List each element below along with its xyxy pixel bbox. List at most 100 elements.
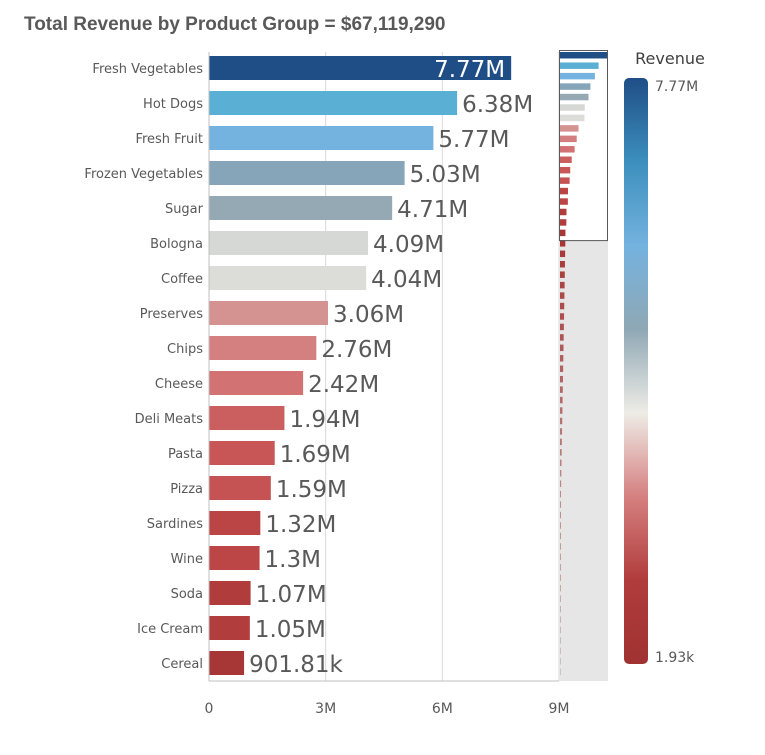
minimap-bar [560, 146, 575, 153]
data-label: 1.94M [289, 407, 360, 433]
data-label: 4.71M [397, 197, 468, 223]
minimap-bar [560, 595, 561, 602]
minimap-bar [560, 93, 589, 101]
minimap-bar [560, 52, 607, 59]
bar[interactable] [209, 266, 367, 290]
minimap-bar [560, 156, 572, 163]
minimap-bar [560, 323, 564, 331]
bar[interactable] [209, 126, 434, 150]
color-legend: Revenue 7.77M 1.93k [624, 49, 705, 666]
scroll-minimap[interactable] [559, 50, 608, 681]
category-label: Ice Cream [137, 622, 203, 637]
category-label: Wine [171, 552, 203, 567]
bar[interactable] [209, 441, 275, 465]
bar[interactable] [209, 546, 260, 570]
bar[interactable] [209, 231, 369, 255]
minimap-bar [560, 334, 564, 341]
data-label: 1.59M [276, 477, 347, 503]
data-label: 2.76M [321, 337, 392, 363]
x-axis: 0 3M 6M 9M [205, 52, 570, 717]
data-label: 4.09M [373, 232, 444, 258]
minimap-bar [560, 522, 561, 529]
minimap-bar [560, 605, 561, 613]
bar[interactable] [209, 336, 317, 360]
minimap-bar [560, 292, 565, 299]
minimap-bar [560, 208, 567, 216]
bar[interactable] [209, 476, 271, 500]
minimap-bar [560, 240, 566, 247]
category-label: Preserves [140, 307, 203, 322]
minimap-bar [560, 271, 565, 278]
minimap-bar [560, 438, 562, 446]
bar[interactable] [209, 301, 328, 325]
bar[interactable] [209, 161, 405, 185]
category-label: Frozen Vegetables [84, 167, 203, 182]
category-label: Soda [171, 587, 203, 602]
minimap-bar [560, 637, 561, 644]
category-label: Hot Dogs [143, 97, 203, 112]
category-labels: Fresh Vegetables Hot Dogs Fresh Fruit Froze… [84, 62, 203, 672]
minimap-bar [560, 490, 561, 498]
minimap-bar [560, 250, 566, 258]
minimap-bar [560, 428, 563, 435]
data-label: 1.32M [265, 512, 336, 538]
data-label: 1.3M [265, 547, 321, 573]
category-label: Sugar [165, 202, 204, 217]
data-label: 5.03M [410, 162, 481, 188]
chart-title: Total Revenue by Product Group = $67,119… [24, 14, 446, 35]
minimap-bar [560, 574, 561, 581]
minimap-bar [560, 386, 563, 393]
bar[interactable] [209, 511, 261, 535]
category-label: Fresh Fruit [135, 132, 203, 147]
minimap-viewport[interactable] [559, 50, 608, 241]
data-label: 1.05M [255, 617, 326, 643]
minimap-bar [560, 261, 565, 268]
category-label: Pasta [168, 447, 203, 462]
minimap-bar [560, 135, 577, 143]
data-label: 5.77M [438, 127, 509, 153]
x-tick-label: 0 [205, 701, 214, 717]
minimap-bar [560, 407, 563, 414]
minimap-bar [560, 396, 563, 404]
minimap-bar [560, 584, 561, 592]
category-label: Deli Meats [135, 412, 204, 427]
bar[interactable] [209, 91, 458, 115]
x-tick-label: 3M [315, 701, 336, 717]
minimap-bar [560, 501, 561, 508]
minimap-bar [560, 114, 585, 122]
category-label: Sardines [147, 517, 203, 532]
minimap-bar [560, 459, 562, 467]
category-label: Coffee [161, 272, 203, 287]
minimap-bar [560, 62, 599, 69]
minimap-bar [560, 658, 561, 665]
minimap-bar [560, 302, 565, 310]
bar[interactable] [209, 371, 304, 395]
category-label: Fresh Vegetables [92, 62, 203, 77]
category-label: Bologna [150, 237, 203, 252]
legend-title: Revenue [635, 49, 705, 68]
data-label: 3.06M [333, 302, 404, 328]
minimap-bar [560, 564, 561, 571]
data-label: 901.81k [249, 652, 343, 678]
data-label: 2.42M [308, 372, 379, 398]
minimap-bar [560, 470, 562, 477]
minimap-viewport-border [559, 50, 608, 242]
bar[interactable] [209, 581, 251, 605]
bar[interactable] [209, 406, 285, 430]
minimap-bar [560, 229, 566, 237]
bar[interactable] [209, 56, 512, 80]
minimap-bar [560, 166, 571, 174]
minimap-bar [560, 72, 595, 80]
minimap-bar [560, 616, 561, 623]
minimap-bar [560, 355, 564, 362]
minimap-bar [560, 344, 564, 352]
minimap-bar [560, 543, 561, 550]
bar[interactable] [209, 651, 245, 675]
minimap-bar [560, 281, 565, 289]
bar[interactable] [209, 616, 250, 640]
bar[interactable] [209, 196, 393, 220]
minimap-bar [560, 219, 567, 226]
legend-min-label: 1.93k [655, 650, 695, 666]
minimap-bar [560, 647, 561, 655]
